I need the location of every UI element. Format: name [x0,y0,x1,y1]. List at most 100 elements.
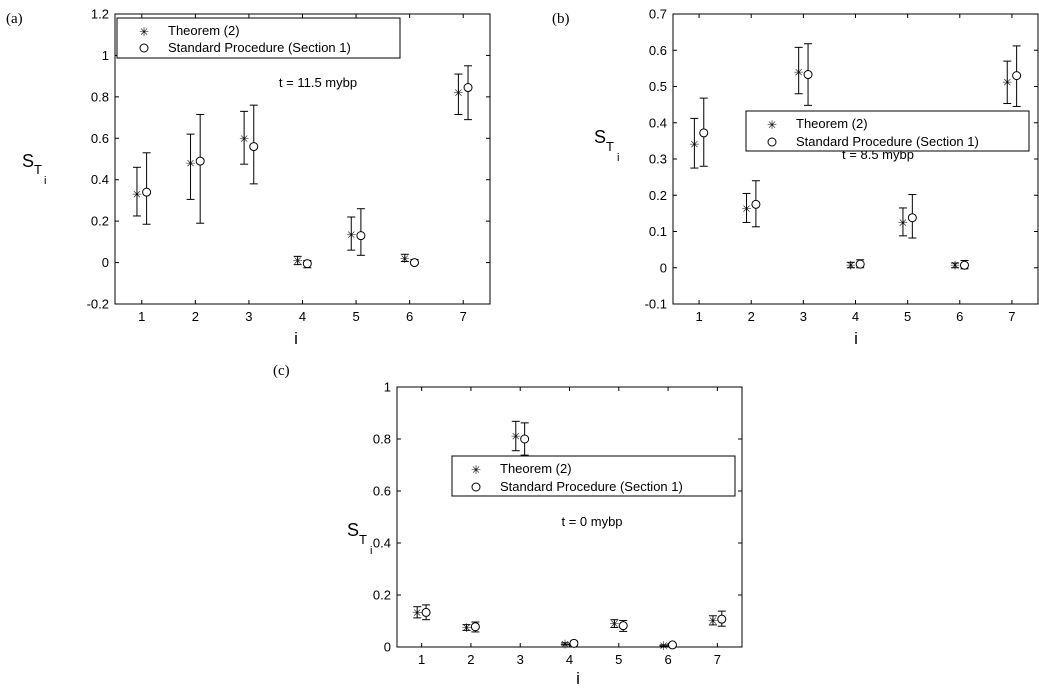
panel-c-ylabel-subsub: i [370,545,372,557]
panel-c-series-1-point-3 [520,422,530,456]
panel-a-label: (a) [6,11,23,27]
panel-a-star-point: ✳ [239,132,249,146]
panel-b-ytick-label: 0.1 [649,224,667,239]
panel-c-star-point: ✳ [609,617,619,631]
panel-b-star-point: ✳ [794,66,804,80]
panel-b-xtick-label: 6 [956,309,963,324]
panel-b-star-point: ✳ [846,259,856,273]
panel-a-ytick-label: 0.8 [91,89,109,104]
panel-c-circle-point [618,621,628,631]
panel-b-ylabel-subsub: i [617,152,619,164]
panel-c-series-0-point-4: ✳ [560,637,570,651]
panel-c-xtick-label: 7 [714,652,721,667]
panel-b-xtick-label: 3 [800,309,807,324]
panel-b-series-1-point-7 [1012,45,1022,107]
panel-c-legend-star-marker: ✳ [471,463,481,477]
panel-a-ytick-label: 0.4 [91,172,109,187]
panel-c-ytick-label: 1 [384,380,391,395]
panel-a-xtick-label: 1 [138,309,145,324]
panel-a-star-point: ✳ [346,228,356,242]
panel-a-xlabel: i [294,329,298,348]
panel-a-series-1-point-2 [195,113,205,224]
panel-c-star-point: ✳ [708,614,718,628]
panel-a-circle-point [142,187,152,197]
panel-c-series-1-point-4 [569,638,579,648]
panel-c-circle-point [717,614,727,624]
panel-b-legend: ✳ Theorem (2) Standard Procedure (Sectio… [745,110,1030,152]
panel-b-xtick-label: 5 [904,309,911,324]
panel-c-legend-label-0: Theorem (2) [500,461,572,476]
panel-b-xtick-label: 1 [695,309,702,324]
panel-b-xtick-label: 2 [748,309,755,324]
panel-a-circle-point [356,231,366,241]
panel-b-ytick-label: 0.3 [649,152,667,167]
panel-a-series-0-point-2: ✳ [186,133,196,200]
panel-b-circle-point [699,128,709,138]
panel-c-legend-circle-marker [471,482,481,492]
panel-b-legend-box [745,110,1030,152]
panel-b-ytick-label: -0.1 [645,297,667,312]
panel-a-series-0-point-6: ✳ [400,252,410,266]
panel-c-xtick-label: 6 [664,652,671,667]
panel-c-xtick-label: 1 [418,652,425,667]
panel-a-legend-label-1: Standard Procedure (Section 1) [168,40,351,55]
panel-b-series-1-point-6 [959,260,969,270]
panel-a-series-0-point-1: ✳ [132,166,142,217]
panel-b-ylabel-main: S [594,127,606,147]
panel-b-circle-point [803,70,813,80]
panel-a-ytick-label: 0 [102,255,109,270]
panel-a-annotation: t = 11.5 mybp [279,75,357,90]
panel-b-ytick-label: 0.7 [649,7,667,22]
panel-b-series-1-point-1 [699,97,709,167]
panel-a-legend-label-0: Theorem (2) [168,23,240,38]
panel-a-ytick-label: 0.2 [91,214,109,229]
panel-b-ytick-label: 0 [660,260,667,275]
panel-c-series-1-point-6 [668,640,678,650]
panel-b-series-0-point-1: ✳ [689,117,699,169]
panel-b-ylabel: S T i [594,127,619,164]
panel-a-star-point: ✳ [293,254,303,268]
panel-a-series-0-point-7: ✳ [453,73,463,115]
panel-c-star-point: ✳ [511,429,521,443]
panel-c-xtick-label: 5 [615,652,622,667]
panel-a-series-1-point-6 [409,258,419,268]
panel-c-series-1-point-1 [421,604,431,621]
panel-a-ylabel-main: S [22,151,34,171]
panel-b-ytick-label: 0.4 [649,115,667,130]
panel-c-circle-point [668,640,678,650]
panel-c-series-0-point-3: ✳ [511,420,521,452]
panel-a-star-point: ✳ [132,188,142,202]
panel-b-plot-area: -0.1 0 0.1 0.2 0.3 0.4 0.5 0.6 0.7 1 2 3 4 5 6 7 ✳ ✳ ✳ ✳ ✳ ✳ ✳ [645,7,1039,324]
panel-b-series-1-point-5 [907,194,917,239]
panel-b-legend-star-marker: ✳ [767,118,777,132]
panel-c-plot-area: 0 0.2 0.4 0.6 0.8 1 1 2 3 4 5 6 7 ✳ ✳ ✳ ✳ ✳ ✳ ✳ [373,380,743,667]
panel-c-label: (c) [273,363,290,379]
panel-b-series-0-point-4: ✳ [846,259,856,273]
panel-a-series-1-point-1 [142,152,152,225]
panel-a-ytick-label: 1 [102,48,109,63]
panel-a-circle-point [302,259,312,269]
panel-b-circle-point [855,259,865,269]
panel-c-series-0-point-5: ✳ [609,617,619,631]
panel-b-star-point: ✳ [950,259,960,273]
panel-c-xlabel: i [576,669,580,688]
panel-c-legend-label-1: Standard Procedure (Section 1) [500,479,683,494]
panel-c-xtick-label: 2 [467,652,474,667]
panel-a-series-0-point-5: ✳ [346,216,356,251]
panel-c-xtick-label: 3 [517,652,524,667]
panel-a-ytick-label: 0.6 [91,131,109,146]
panel-b: (b) S T i i t = 8.5 mybp -0.100.10.20.30… [552,7,1039,348]
panel-c-star-point: ✳ [412,606,422,620]
panel-b-series-1-point-4 [855,259,865,269]
panel-c-series-0-point-2: ✳ [461,621,471,635]
panel-b-star-point: ✳ [689,137,699,151]
panel-b-series-1-point-2 [751,180,761,228]
panel-c-ylabel: S T i [347,520,372,557]
panel-a-circle-point [249,142,259,152]
panel-c-ytick-label: 0.4 [373,536,391,551]
panel-c-legend: ✳ Theorem (2) Standard Procedure (Sectio… [451,455,736,497]
panel-c-annotation: t = 0 mybp [561,514,622,529]
panel-b-legend-label-1: Standard Procedure (Section 1) [796,134,979,149]
panel-a-ylabel-subsub: i [44,175,46,187]
panel-a-star-point: ✳ [400,252,410,266]
